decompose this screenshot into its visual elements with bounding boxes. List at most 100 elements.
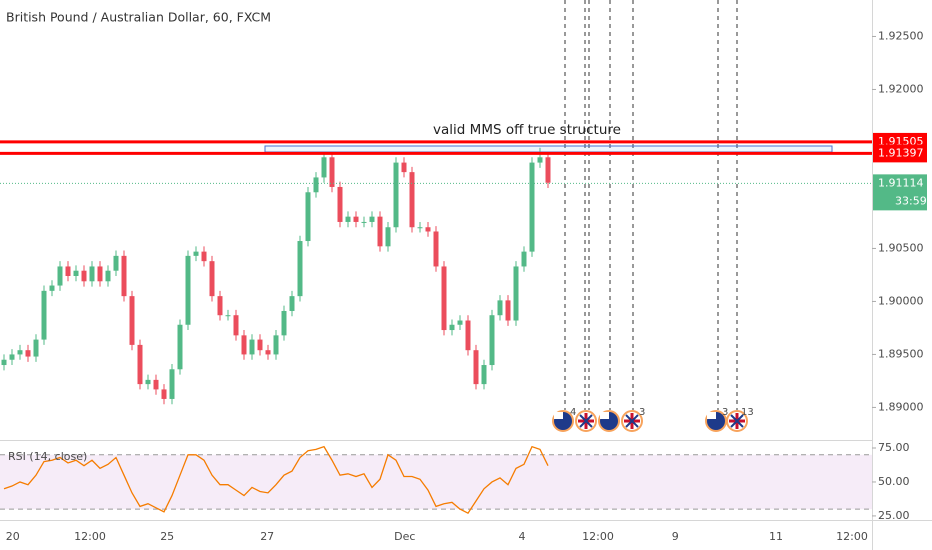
candle-body xyxy=(25,350,31,357)
candle-body xyxy=(473,350,479,385)
level-label: 1.91397 xyxy=(878,146,924,159)
last-price-bg xyxy=(873,174,927,211)
candle-body xyxy=(513,266,519,321)
candle-body xyxy=(233,315,239,336)
candle-body xyxy=(129,296,135,345)
y-tick-label: 25.00 xyxy=(878,509,910,522)
candle-body xyxy=(441,266,447,331)
candle-body xyxy=(417,227,423,229)
y-tick-label: 1.90000 xyxy=(878,294,924,307)
candle-body xyxy=(97,266,103,282)
y-tick-label: 1.92500 xyxy=(878,29,924,42)
x-tick-label: 25 xyxy=(160,530,174,543)
event-count: 3 xyxy=(639,407,645,418)
candle-body xyxy=(225,315,231,317)
candle-body xyxy=(457,320,463,325)
candle-body xyxy=(385,227,391,247)
au-flag-icon[interactable] xyxy=(552,410,574,432)
candle-body xyxy=(201,251,207,262)
candle-body xyxy=(81,270,87,282)
x-tick-label: Dec xyxy=(394,530,415,543)
gb-flag-icon[interactable] xyxy=(575,410,597,432)
candle-body xyxy=(169,369,175,399)
event-count: 3 xyxy=(722,407,728,418)
candle-body xyxy=(273,335,279,355)
chart-title: British Pound / Australian Dollar, 60, F… xyxy=(6,10,271,25)
candle-body xyxy=(537,157,543,163)
candle-body xyxy=(57,266,63,286)
candle-body xyxy=(137,344,143,385)
flag-saltire xyxy=(579,414,593,428)
event-count: 4 xyxy=(570,407,576,418)
candle-body xyxy=(321,157,327,178)
candle-body xyxy=(289,296,295,311)
candle-body xyxy=(121,255,127,297)
candle-body xyxy=(425,227,431,232)
candle-body xyxy=(433,231,439,267)
level-label-bg xyxy=(873,144,927,163)
candle-body xyxy=(337,186,343,222)
y-tick-label: 1.89500 xyxy=(878,347,924,360)
flag-canton xyxy=(707,412,716,419)
candle-body xyxy=(361,221,367,223)
last-price-label: 1.91114 xyxy=(878,176,924,189)
candle-body xyxy=(481,365,487,385)
candle-body xyxy=(265,350,271,355)
rsi-line xyxy=(3,445,549,515)
candle-body xyxy=(281,310,287,336)
candle-body xyxy=(489,315,495,366)
event-icons: 4 3 3 13 xyxy=(552,407,754,432)
candle-body xyxy=(257,339,263,351)
candle-body xyxy=(521,251,527,267)
candle-body xyxy=(401,162,407,173)
flag-canton xyxy=(600,412,609,419)
candle-body xyxy=(113,255,119,271)
x-tick-label: 27 xyxy=(260,530,274,543)
candle-body xyxy=(505,300,511,321)
y-tick-label: 1.89000 xyxy=(878,400,924,413)
candle-body xyxy=(153,379,159,390)
y-tick-label: 1.92000 xyxy=(878,82,924,95)
x-tick-label: 12:00 xyxy=(74,530,106,543)
au-flag-icon[interactable] xyxy=(598,410,620,432)
rsi-band xyxy=(0,454,872,510)
candle-body xyxy=(49,285,55,291)
event-count: 13 xyxy=(741,407,754,418)
candle-body xyxy=(41,290,47,340)
candle-body xyxy=(353,216,359,222)
countdown-label: 33:59 xyxy=(895,194,927,207)
candle-body xyxy=(377,216,383,247)
candle-body xyxy=(313,177,319,193)
candle-body xyxy=(209,261,215,297)
flag-saltire xyxy=(730,414,744,428)
candle-body xyxy=(1,359,7,366)
candle-body xyxy=(145,379,151,385)
x-tick-label: 11 xyxy=(769,530,783,543)
candle-body xyxy=(329,157,335,187)
candle-body xyxy=(297,241,303,297)
candle-body xyxy=(449,324,455,331)
zone-rectangle xyxy=(264,145,833,153)
x-tick-label: 9 xyxy=(672,530,679,543)
x-tick-label: 12:00 xyxy=(582,530,614,543)
plot-layer xyxy=(0,147,872,515)
candle-body xyxy=(193,251,199,256)
candle-body xyxy=(9,354,15,360)
candle-body xyxy=(393,162,399,228)
candle-body xyxy=(345,216,351,222)
gb-flag-icon[interactable] xyxy=(726,410,748,432)
gb-flag-icon[interactable] xyxy=(621,410,643,432)
candle-body xyxy=(105,270,111,282)
rsi-title: RSI (14, close) xyxy=(8,450,87,463)
candle-body xyxy=(185,255,191,325)
candle-body xyxy=(241,335,247,355)
candle-body xyxy=(17,350,23,355)
candle-body xyxy=(73,270,79,276)
candle-body xyxy=(497,300,503,316)
au-flag-icon[interactable] xyxy=(705,410,727,432)
y-tick-label: 50.00 xyxy=(878,475,910,488)
candle-body xyxy=(217,296,223,316)
x-tick-label: 4 xyxy=(519,530,526,543)
